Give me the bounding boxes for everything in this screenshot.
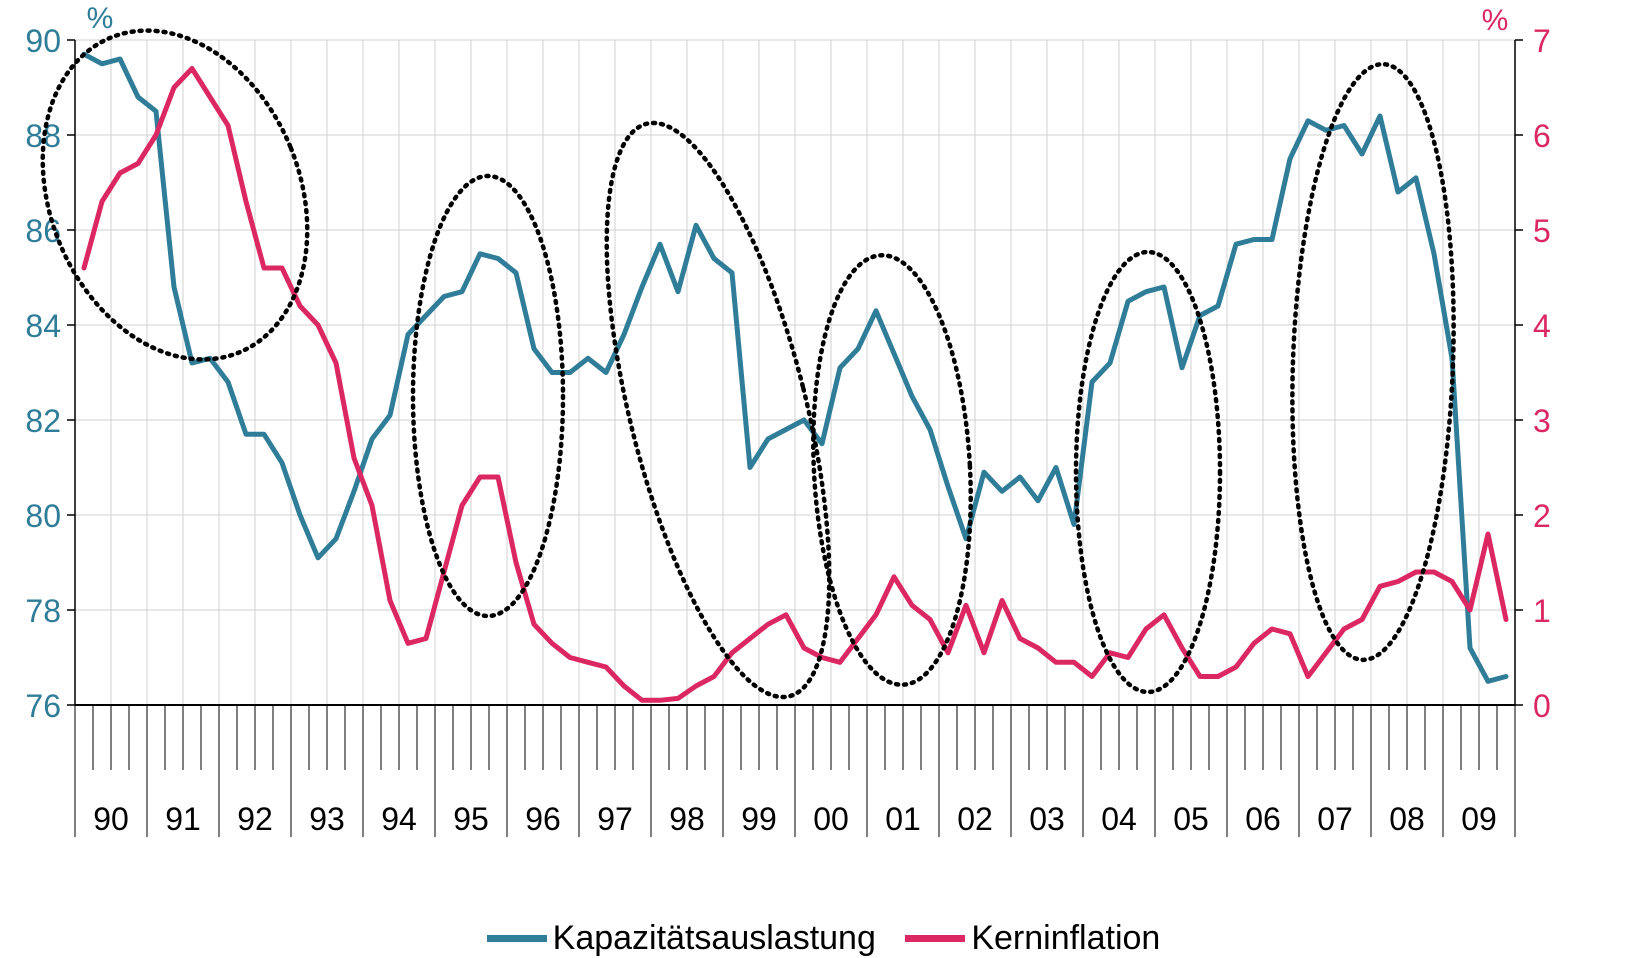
y-left-tick-label: 84 (25, 308, 61, 344)
y-left-unit: % (87, 2, 114, 35)
series-lines (81, 51, 1509, 703)
legend-item-kerninflation: Kerninflation (905, 919, 1160, 958)
cycle-ellipse (1290, 61, 1456, 663)
cycle-ellipse (1073, 249, 1223, 695)
x-year-label: 09 (1461, 801, 1497, 837)
x-year-label: 07 (1317, 801, 1353, 837)
cycle-ellipse (410, 173, 566, 619)
y-right-tick-label: 0 (1533, 688, 1551, 724)
x-axis-ticks (74, 705, 1516, 837)
y-right-tick-label: 6 (1533, 118, 1551, 154)
y-right-tick-label: 7 (1533, 23, 1551, 59)
x-year-label: 95 (453, 801, 489, 837)
legend-item-kapazitaet: Kapazitätsauslastung (486, 919, 876, 958)
x-year-label: 08 (1389, 801, 1425, 837)
x-year-label: 02 (957, 801, 993, 837)
x-year-label: 90 (93, 801, 129, 837)
y-left-tick-label: 80 (25, 498, 61, 534)
x-year-label: 04 (1101, 801, 1137, 837)
y-left-tick-label: 86 (25, 213, 61, 249)
cycle-ellipse (811, 253, 973, 687)
legend-label-kapazitaet: Kapazitätsauslastung (552, 919, 876, 957)
legend-swatch-kapazitaet (486, 935, 547, 942)
x-year-label: 00 (813, 801, 849, 837)
y-left-tick-label: 90 (25, 23, 61, 59)
y-left-tick-label: 82 (25, 403, 61, 439)
x-year-label: 98 (669, 801, 705, 837)
grid-lines (75, 39, 1515, 706)
x-year-label: 94 (381, 801, 417, 837)
y-right-tick-label: 3 (1533, 403, 1551, 439)
x-year-label: 93 (309, 801, 345, 837)
x-year-label: 05 (1173, 801, 1209, 837)
series-line-kapazitaet (81, 51, 1509, 684)
y-left-tick-label: 78 (25, 593, 61, 629)
x-axis-year-labels: 90 91 92 93 94 95 96 97 98 99 00 01 02 03 04 05 06 07 08 09 (93, 801, 1497, 837)
x-year-label: 01 (885, 801, 921, 837)
legend: Kapazitätsauslastung Kerninflation (0, 912, 1647, 958)
x-year-label: 92 (237, 801, 273, 837)
y-left-tick-label: 76 (25, 688, 61, 724)
x-year-label: 91 (165, 801, 201, 837)
cycle-ellipse (604, 120, 832, 700)
y-axis-right: 0 1 2 3 4 5 6 7% (1482, 4, 1551, 724)
y-right-tick-label: 5 (1533, 213, 1551, 249)
x-year-label: 99 (741, 801, 777, 837)
x-year-label: 97 (597, 801, 633, 837)
legend-label-kerninflation: Kerninflation (971, 919, 1161, 957)
y-right-tick-label: 1 (1533, 593, 1551, 629)
cycle-annotations (40, 28, 1456, 700)
y-right-tick-label: 4 (1533, 308, 1551, 344)
legend-swatch-kerninflation (905, 935, 966, 942)
x-year-label: 06 (1245, 801, 1281, 837)
cycle-ellipse (40, 28, 310, 362)
x-year-label: 03 (1029, 801, 1065, 837)
y-right-tick-label: 2 (1533, 498, 1551, 534)
series-line-kerninflation (81, 66, 1509, 703)
y-right-unit: % (1482, 4, 1509, 37)
x-year-label: 96 (525, 801, 561, 837)
